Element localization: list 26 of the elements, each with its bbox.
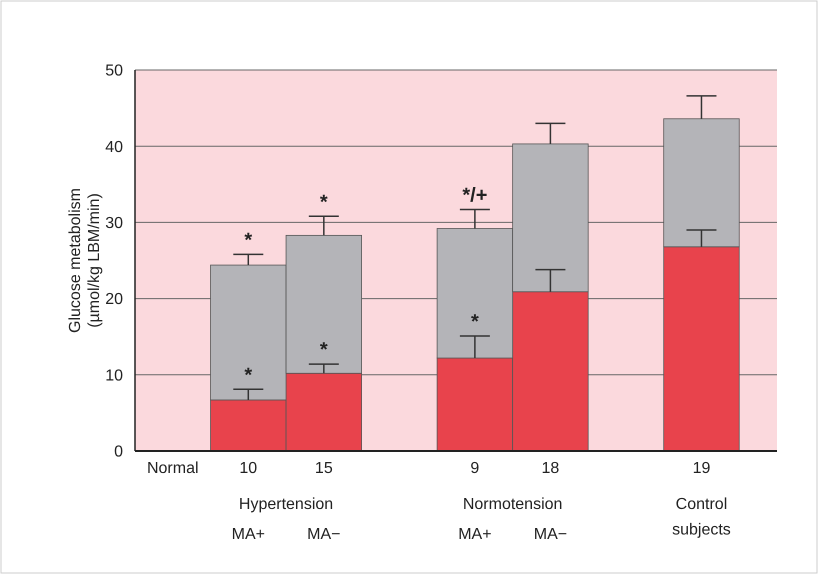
text: Hypertension — [238, 496, 334, 513]
y-tick-label: 20 — [105, 291, 124, 308]
text: MA+ — [232, 526, 265, 543]
annotation: * — [320, 339, 328, 362]
annotation: * — [320, 191, 328, 214]
annotation: * — [244, 364, 252, 386]
y-tick-label: 40 — [105, 138, 124, 156]
y-tick-label: 30 — [105, 215, 124, 232]
x-tick-label: 19 — [692, 460, 710, 477]
annotation: * — [470, 310, 479, 333]
text: Normotension — [462, 496, 562, 513]
x-tick-label: 9 — [470, 460, 480, 477]
x-tick-label: 10 — [239, 460, 258, 477]
y-tick-label: 50 — [105, 62, 124, 80]
text: MA− — [534, 526, 568, 543]
annotation: */+ — [462, 184, 488, 206]
text: Control subjects — [672, 496, 731, 539]
y-tick-label: 10 — [105, 367, 124, 384]
y-axis-title: Glucose metabolism (µmol/kg LBM/min) — [66, 188, 103, 333]
y-tick-label: 0 — [114, 444, 124, 461]
text: MA− — [307, 526, 340, 543]
x-tick-label: 18 — [542, 460, 560, 477]
annotation: * — [244, 229, 252, 252]
text: MA+ — [458, 526, 492, 543]
x-tick-label: 15 — [314, 460, 333, 477]
x-tick-label: Normal — [146, 460, 199, 477]
